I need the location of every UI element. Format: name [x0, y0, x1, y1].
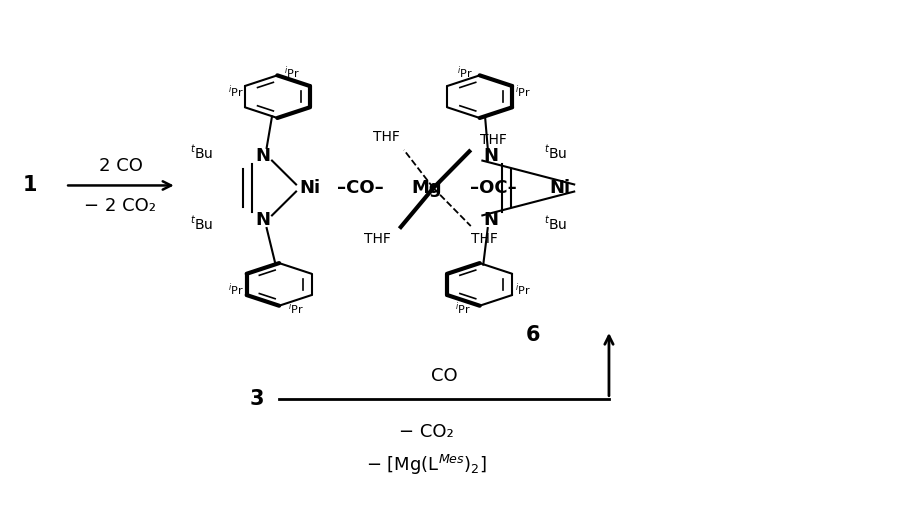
Text: $^{i}$Pr: $^{i}$Pr: [457, 64, 473, 81]
Text: $^{i}$Pr: $^{i}$Pr: [288, 301, 304, 317]
Text: Ni: Ni: [549, 179, 570, 197]
Text: THF: THF: [364, 232, 390, 246]
Text: − CO₂: − CO₂: [399, 423, 454, 441]
Text: N: N: [256, 211, 271, 229]
Text: $^{i}$Pr: $^{i}$Pr: [516, 281, 531, 298]
Text: THF: THF: [372, 130, 399, 144]
Text: $^{t}$Bu: $^{t}$Bu: [190, 215, 213, 232]
Text: $^{t}$Bu: $^{t}$Bu: [544, 215, 567, 232]
Text: THF: THF: [480, 133, 507, 147]
Text: − 2 CO₂: − 2 CO₂: [84, 197, 156, 215]
Text: THF: THF: [471, 232, 498, 246]
Text: $^{i}$Pr: $^{i}$Pr: [516, 83, 531, 100]
Text: 1: 1: [22, 175, 37, 195]
Text: CO: CO: [431, 367, 457, 385]
Text: − [Mg(L$^{Mes}$)$_2$]: − [Mg(L$^{Mes}$)$_2$]: [366, 452, 487, 477]
Text: Ni: Ni: [300, 179, 321, 197]
Text: N: N: [256, 147, 271, 165]
Text: 3: 3: [249, 388, 264, 408]
Text: $^{i}$Pr: $^{i}$Pr: [284, 64, 300, 81]
Text: $^{i}$Pr: $^{i}$Pr: [228, 281, 243, 298]
Text: $^{t}$Bu: $^{t}$Bu: [190, 144, 213, 161]
Text: $^{i}$Pr: $^{i}$Pr: [228, 83, 243, 100]
Text: 6: 6: [526, 325, 540, 345]
Text: $^{t}$Bu: $^{t}$Bu: [544, 144, 567, 161]
Text: 2 CO: 2 CO: [99, 157, 143, 175]
Text: –OC–: –OC–: [470, 179, 517, 197]
Text: N: N: [483, 147, 499, 165]
Text: N: N: [483, 211, 499, 229]
Text: –CO–: –CO–: [337, 179, 384, 197]
Text: $^{i}$Pr: $^{i}$Pr: [455, 301, 471, 317]
Text: Mg: Mg: [411, 179, 441, 197]
